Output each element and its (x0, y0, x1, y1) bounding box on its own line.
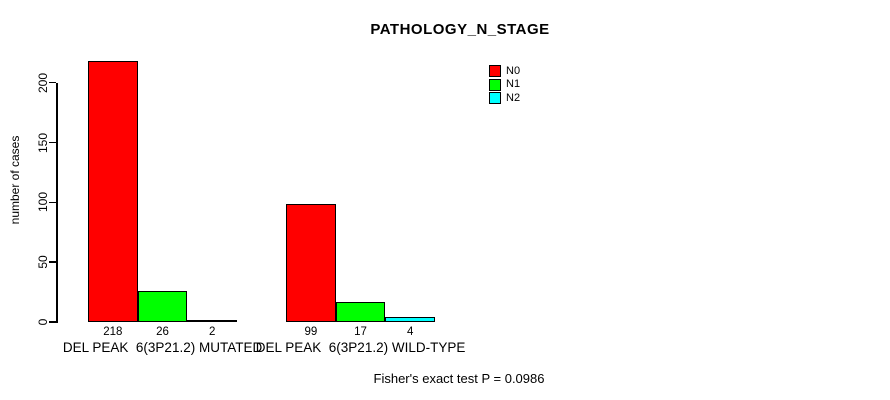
group-label-1: DEL PEAK 6(3P21.2) MUTATED (62, 340, 263, 355)
legend-swatch-n0 (489, 65, 501, 77)
y-tick-150 (49, 141, 56, 144)
bar-value-label: 26 (156, 326, 169, 338)
bar-group2-n1 (335, 301, 386, 322)
bar-group1-n0 (88, 61, 138, 322)
legend-label: N0 (506, 64, 521, 77)
legend-swatch-n2 (489, 92, 501, 105)
bar-group1-n1 (137, 290, 188, 322)
bar-value-label: 17 (354, 326, 367, 338)
y-tick-200 (49, 81, 56, 84)
y-tick-0 (49, 321, 56, 323)
legend: N0 N1 N2 (489, 65, 520, 106)
group-label-2: DEL PEAK 6(3P21.2) WILD-TYPE (255, 340, 466, 355)
legend-item-n1: N1 (489, 78, 521, 91)
y-tick-label-50: 50 (36, 255, 50, 269)
legend-item-n2: N2 (489, 91, 521, 105)
bar-group2-n2 (385, 317, 436, 322)
y-tick-label-100: 100 (36, 192, 50, 213)
bar-value-label: 4 (407, 326, 414, 338)
y-tick-label-200: 200 (36, 72, 50, 93)
legend-label: N2 (506, 91, 521, 104)
y-axis-line (56, 82, 58, 323)
y-tick-label-0: 0 (36, 318, 50, 326)
bar-value-label: 99 (304, 326, 318, 338)
legend-label: N1 (506, 78, 521, 91)
y-tick-label-150: 150 (36, 132, 50, 153)
bar-group1-n2 (187, 319, 238, 322)
y-tick-100 (49, 201, 56, 204)
bar-value-label: 218 (103, 326, 123, 338)
legend-item-n0: N0 (489, 65, 520, 77)
y-axis-label: number of cases (8, 135, 22, 225)
y-tick-50 (49, 261, 56, 263)
chart-title: PATHOLOGY_N_STAGE (370, 21, 550, 38)
annotation-fisher-test: Fisher's exact test P = 0.0986 (373, 371, 545, 386)
bar-value-label: 2 (209, 326, 216, 338)
bar-group2-n0 (286, 203, 336, 322)
legend-swatch-n1 (489, 78, 501, 91)
